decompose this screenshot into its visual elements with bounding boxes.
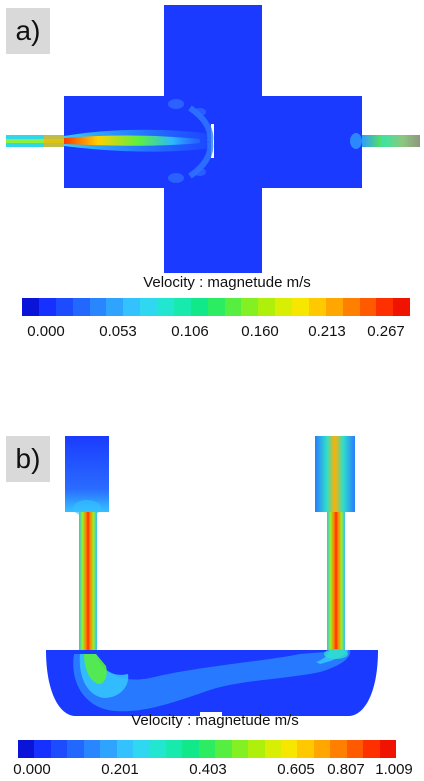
tick-label: 0.267 — [367, 323, 405, 340]
tick-label: 0.201 — [101, 761, 139, 778]
colorbar-cell — [258, 298, 276, 316]
colorbar-cell — [376, 298, 394, 316]
colorbar-cell — [133, 740, 150, 758]
colorbar-cell — [55, 298, 73, 316]
drain-outlet — [200, 712, 222, 717]
colorbar-cell — [346, 740, 364, 758]
colorbar-cell — [313, 740, 331, 758]
panel-a-label: a) — [6, 8, 50, 54]
colorbar-cell — [116, 740, 134, 758]
colorbar-title: Velocity : magnetude m/s — [143, 274, 311, 291]
tick-label: 0.000 — [27, 323, 65, 340]
tick-label: 0.000 — [13, 761, 51, 778]
colorbar-cell — [224, 298, 242, 316]
colorbar-cell — [22, 298, 39, 316]
colorbar-cell — [215, 740, 232, 758]
colorbar-cell — [248, 740, 265, 758]
tick-label: 0.403 — [189, 761, 227, 778]
colorbar-cell — [297, 740, 314, 758]
colorbar-cell — [363, 740, 380, 758]
jet-plume-core — [64, 135, 200, 146]
colorbar-cell — [241, 298, 259, 316]
colorbar-cell — [359, 298, 377, 316]
colorbar — [22, 298, 411, 316]
colorbar-cell — [231, 740, 249, 758]
colorbar-cell — [72, 298, 90, 316]
colorbar-cell — [157, 298, 174, 316]
colorbar-cell — [308, 298, 326, 316]
colorbar-cell — [18, 740, 35, 758]
colorbar-cell — [140, 298, 157, 316]
panel-b: b) — [0, 428, 424, 780]
colorbar-cell — [281, 740, 298, 758]
tick-label: 0.807 — [327, 761, 365, 778]
colorbar-cell — [264, 740, 281, 758]
left-riser — [79, 512, 97, 654]
colorbar-cell — [100, 740, 117, 758]
colorbar-ticks: 0.000 0.053 0.106 0.160 0.213 0.267 — [22, 323, 410, 343]
panel-b-label: b) — [6, 436, 50, 482]
colorbar-cell — [342, 298, 360, 316]
colorbar-cell — [38, 298, 56, 316]
colorbar-cell — [89, 298, 107, 316]
colorbar-cell — [173, 298, 191, 316]
colorbar-cell — [275, 298, 292, 316]
colorbar-cell — [50, 740, 68, 758]
colorbar-cell — [325, 298, 343, 316]
colorbar-cell — [123, 298, 141, 316]
colorbar-cell — [393, 298, 411, 316]
panel-a: a) — [0, 0, 424, 360]
upper-left-pipe — [65, 436, 109, 512]
tick-label: 1.009 — [375, 761, 413, 778]
colorbar — [18, 740, 397, 758]
colorbar-cell — [379, 740, 397, 758]
colorbar-cell — [149, 740, 166, 758]
colorbar-cell — [198, 740, 216, 758]
tick-label: 0.213 — [308, 323, 346, 340]
tick-label: 0.053 — [99, 323, 137, 340]
colorbar-cell — [165, 740, 183, 758]
colorbar-cell — [182, 740, 199, 758]
tick-label: 0.605 — [277, 761, 315, 778]
colorbar-title: Velocity : magnetude m/s — [131, 712, 299, 729]
tick-label: 0.106 — [171, 323, 209, 340]
colorbar-cell — [106, 298, 124, 316]
panel-a-velocity-field — [6, 5, 420, 273]
upper-right-pipe — [315, 436, 355, 512]
panel-b-velocity-field — [46, 436, 378, 717]
colorbar-cell — [67, 740, 84, 758]
colorbar-ticks: 0.000 0.201 0.403 0.605 0.807 1.009 — [13, 761, 413, 781]
colorbar-cell — [292, 298, 309, 316]
colorbar-cell — [34, 740, 51, 758]
tick-label: 0.160 — [241, 323, 279, 340]
colorbar-cell — [190, 298, 208, 316]
colorbar-cell — [330, 740, 347, 758]
colorbar-cell — [207, 298, 225, 316]
colorbar-cell — [83, 740, 101, 758]
right-riser — [327, 512, 345, 654]
